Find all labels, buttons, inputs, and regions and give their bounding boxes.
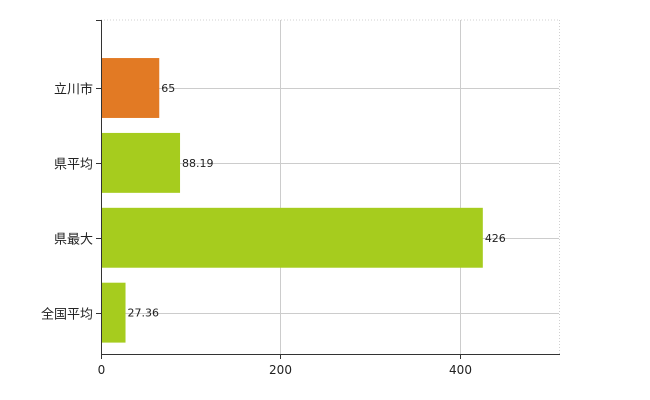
- bar-3: [102, 282, 126, 343]
- category-label-2: 県最大: [54, 233, 93, 248]
- category-label-1: 県平均: [54, 158, 93, 173]
- bar-2: [102, 207, 483, 268]
- data-label-3: 27.36: [128, 307, 160, 320]
- x-tick-label-2: 400: [449, 363, 472, 377]
- category-label-3: 全国平均: [41, 307, 93, 323]
- bars: [102, 58, 483, 343]
- data-label-0: 65: [161, 82, 175, 95]
- category-label-0: 立川市: [54, 82, 93, 98]
- x-tick-label-1: 200: [269, 363, 292, 377]
- data-label-2: 426: [485, 232, 506, 245]
- bar-0: [102, 58, 160, 118]
- x-tick-label-0: 0: [98, 363, 106, 377]
- bar-1: [102, 132, 181, 193]
- data-label-1: 88.19: [182, 157, 214, 170]
- axes: [96, 20, 560, 359]
